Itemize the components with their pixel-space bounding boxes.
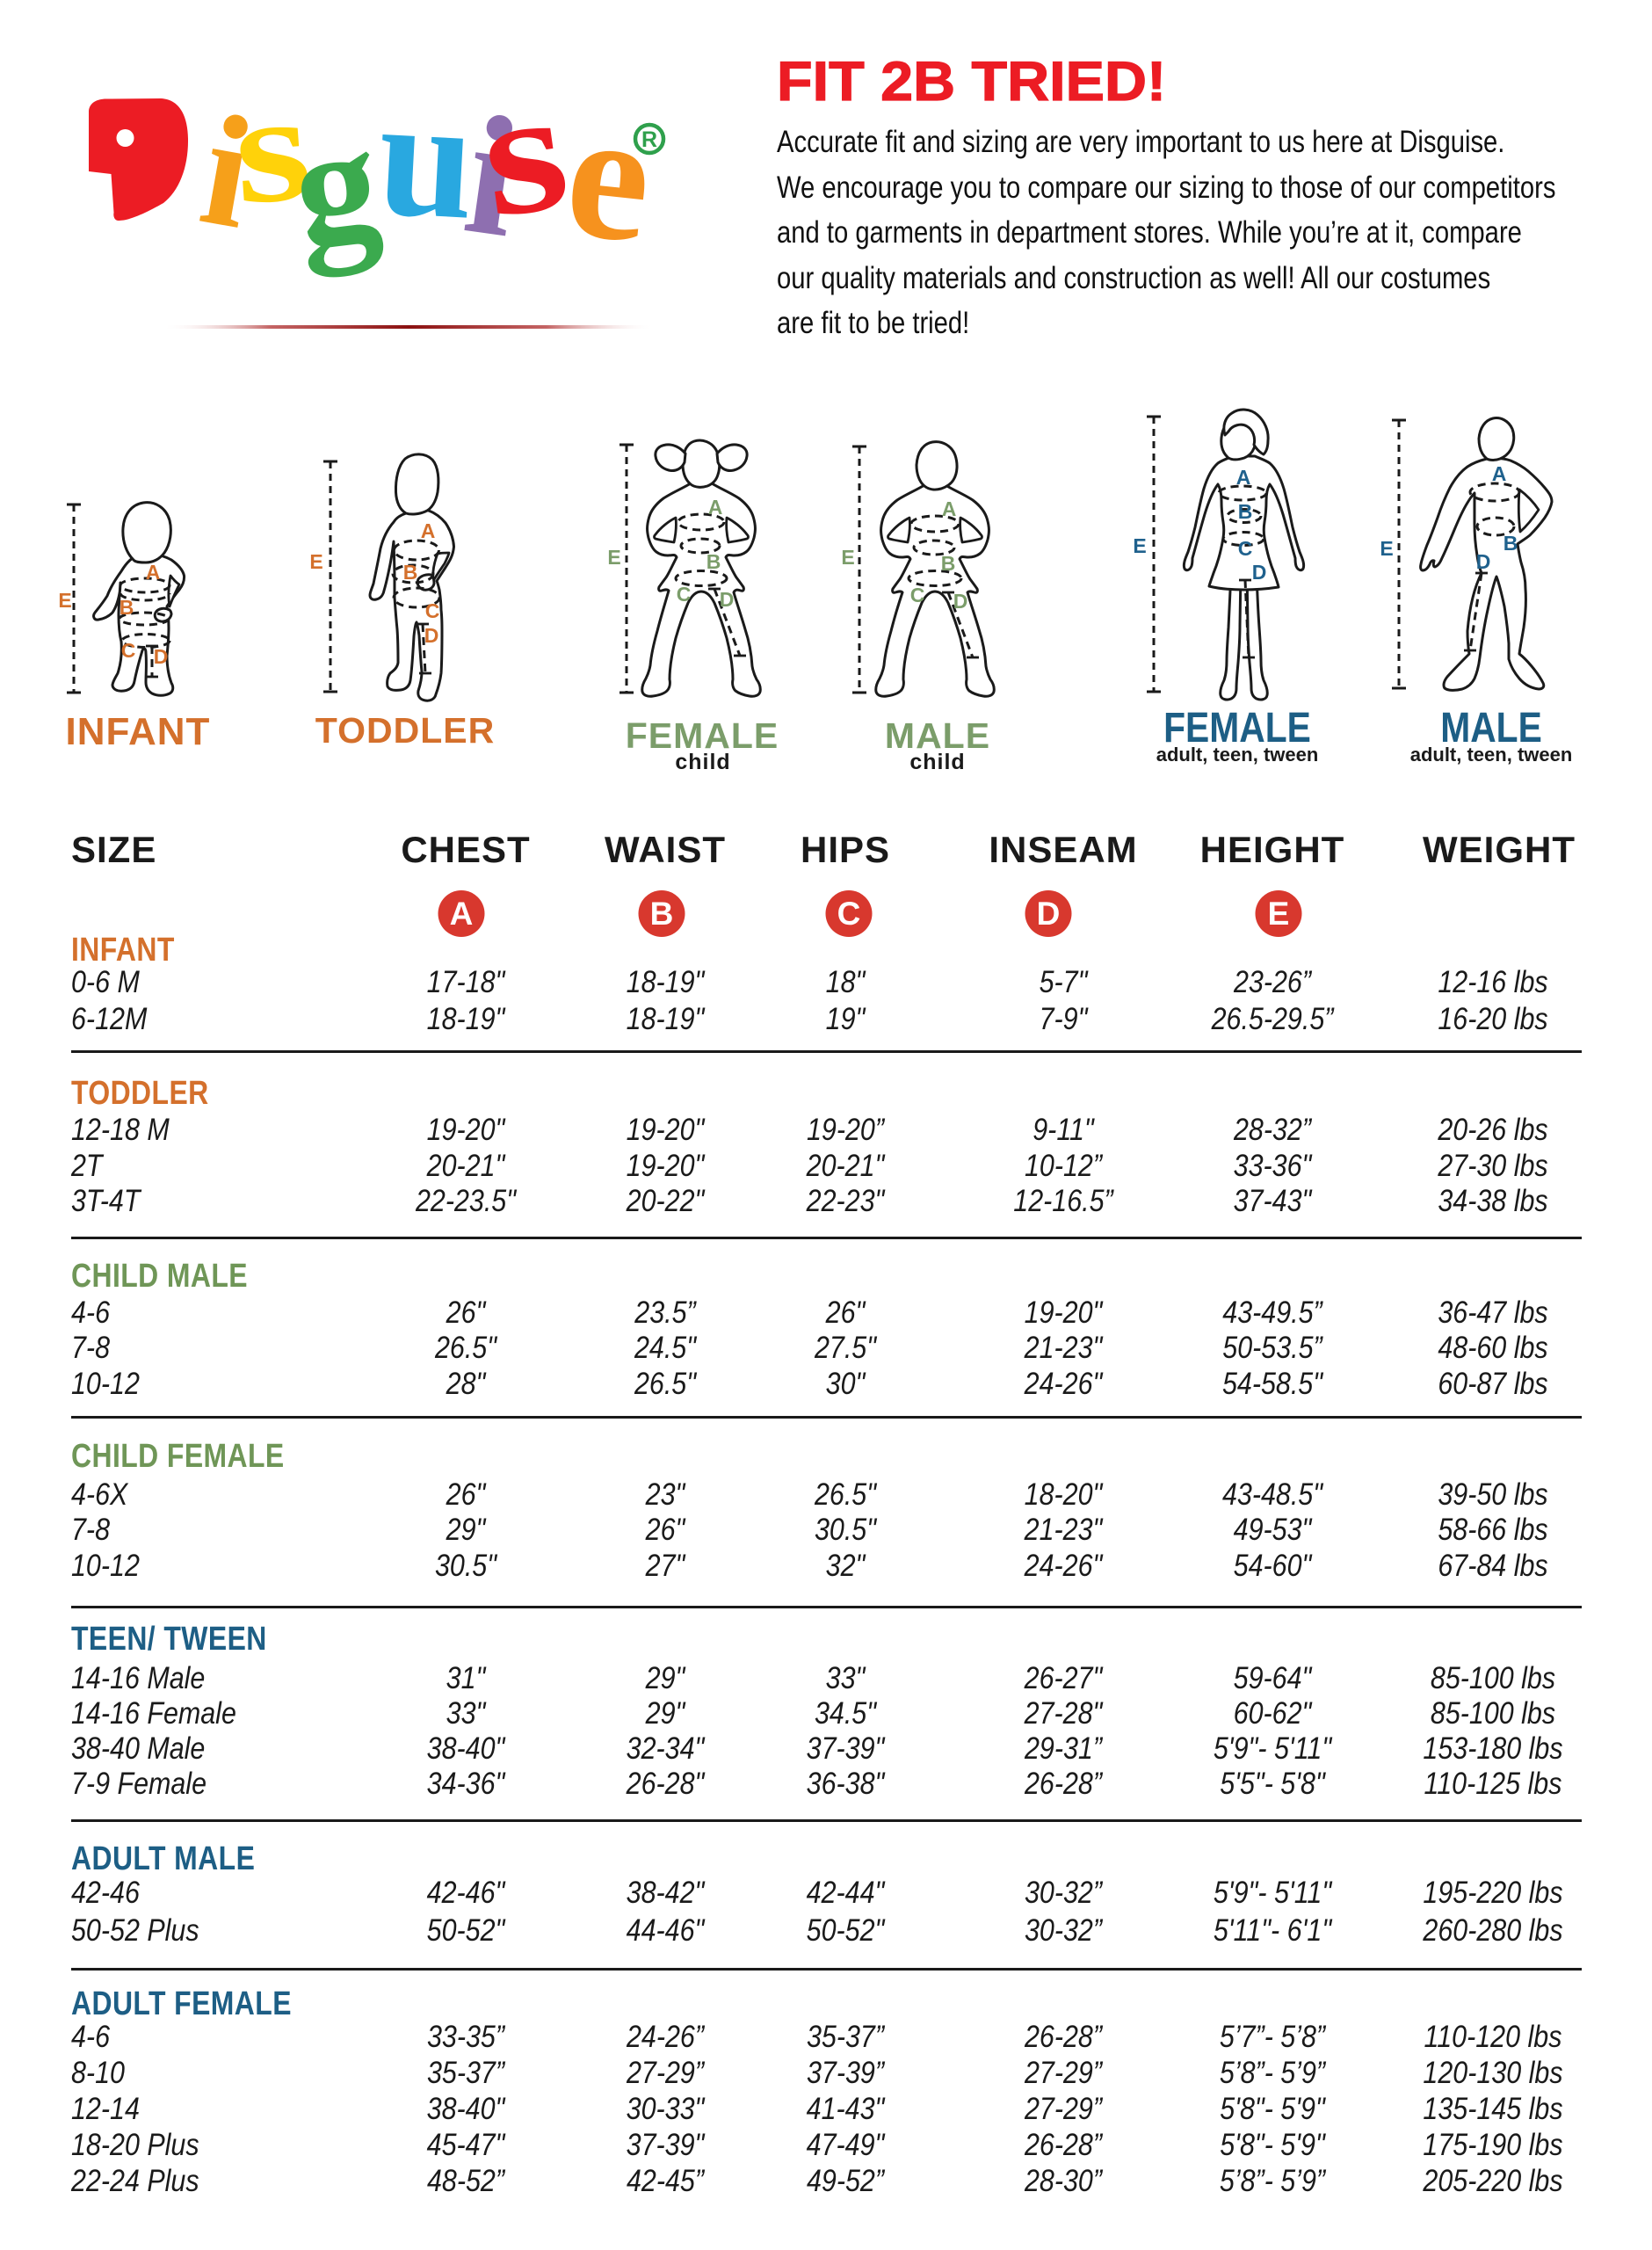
svg-text:A: A <box>146 561 161 584</box>
svg-text:C: C <box>910 584 925 606</box>
svg-text:D: D <box>720 588 735 611</box>
svg-text:D: D <box>1252 561 1267 584</box>
svg-text:E: E <box>58 589 71 612</box>
svg-text:D: D <box>154 645 169 668</box>
svg-text:A: A <box>421 519 436 542</box>
svg-text:E: E <box>841 546 854 569</box>
svg-text:C: C <box>121 639 136 662</box>
svg-text:C: C <box>1238 537 1253 560</box>
svg-text:E: E <box>607 546 620 569</box>
svg-text:s: s <box>228 79 316 237</box>
svg-text:u: u <box>374 79 480 256</box>
svg-text:g: g <box>284 89 388 282</box>
svg-text:E: E <box>1380 537 1393 560</box>
svg-text:B: B <box>120 596 134 619</box>
svg-text:B: B <box>941 552 956 575</box>
svg-text:E: E <box>309 550 322 573</box>
svg-text:D: D <box>953 590 968 613</box>
svg-text:R: R <box>641 127 657 152</box>
svg-text:A: A <box>942 497 957 520</box>
svg-text:D: D <box>424 624 439 647</box>
svg-text:A: A <box>1236 466 1251 489</box>
svg-text:B: B <box>706 550 721 573</box>
svg-text:B: B <box>1238 500 1253 523</box>
svg-text:e: e <box>558 79 661 282</box>
svg-text:B: B <box>403 561 418 584</box>
svg-text:D: D <box>1476 550 1491 573</box>
svg-text:A: A <box>708 496 723 519</box>
svg-text:E: E <box>1133 534 1146 557</box>
svg-text:C: C <box>677 583 692 606</box>
svg-text:B: B <box>1503 532 1518 555</box>
svg-text:A: A <box>1492 462 1507 485</box>
svg-text:C: C <box>425 599 440 622</box>
